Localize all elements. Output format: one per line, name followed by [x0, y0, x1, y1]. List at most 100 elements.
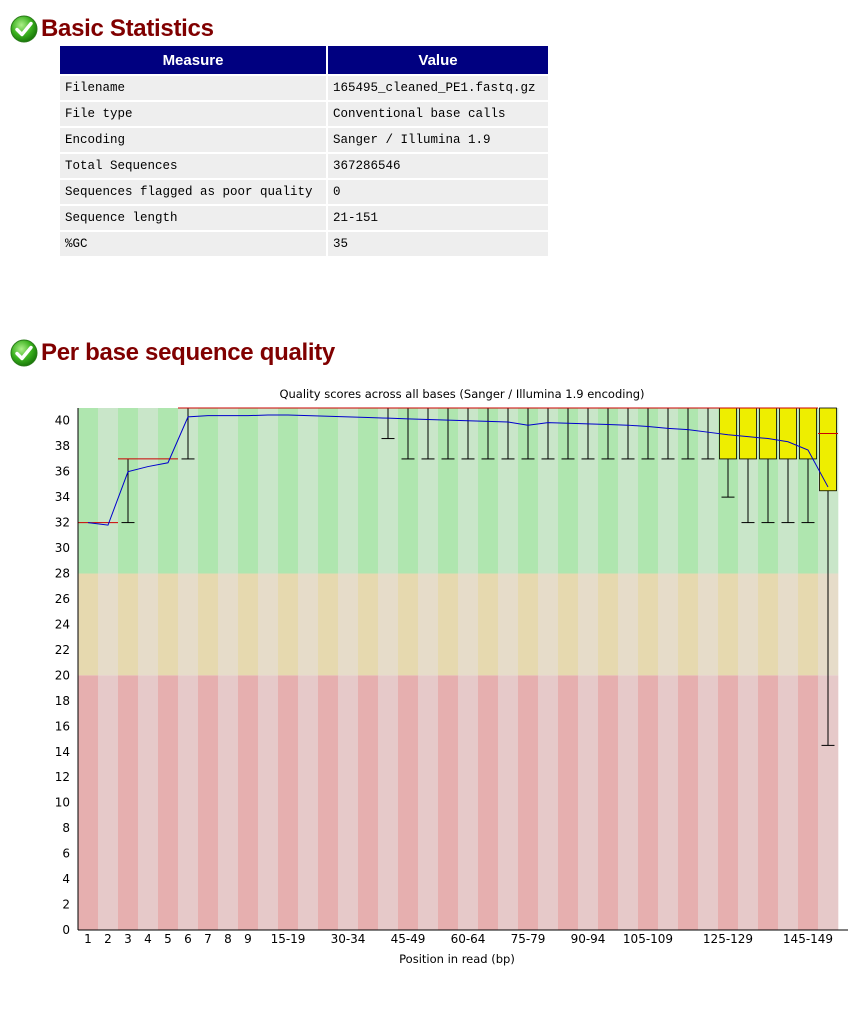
zone-poor-stripe [618, 675, 639, 930]
boxplot-110-114 [658, 407, 678, 460]
zone-poor-stripe [458, 675, 479, 930]
zone-reasonable-stripe [318, 573, 339, 676]
table-row: Encoding Sanger / Illumina 1.9 [60, 128, 548, 152]
table-row: %GC 35 [60, 232, 548, 256]
zone-poor-stripe [478, 675, 499, 930]
zone-reasonable-stripe [378, 573, 399, 676]
zone-poor-stripe [738, 675, 759, 930]
zone-reasonable-stripe [258, 573, 279, 676]
x-tick-label: 125-129 [703, 932, 753, 946]
zone-good-stripe [498, 408, 519, 574]
zone-poor-stripe [698, 675, 719, 930]
y-tick-label: 24 [55, 617, 70, 631]
measure-cell: Filename [60, 76, 326, 100]
zone-poor-stripe [798, 675, 819, 930]
boxplot-45-49 [398, 407, 418, 460]
x-tick-label: 60-64 [451, 932, 486, 946]
x-tick-label: 105-109 [623, 932, 673, 946]
boxplot-105-109 [638, 407, 658, 460]
zone-reasonable-stripe [418, 573, 439, 676]
zone-reasonable-stripe [798, 573, 819, 676]
zone-reasonable-stripe [498, 573, 519, 676]
zone-poor-stripe [578, 675, 599, 930]
zone-poor-stripe [118, 675, 139, 930]
measure-cell: Total Sequences [60, 154, 326, 178]
zone-reasonable-stripe [358, 573, 379, 676]
zone-good-stripe [198, 408, 219, 574]
y-tick-label: 12 [55, 770, 70, 784]
iqr-box [819, 407, 837, 492]
zone-poor-stripe [498, 675, 519, 930]
y-tick-label: 28 [55, 567, 70, 581]
y-tick-label: 22 [55, 643, 70, 657]
zone-poor-stripe [658, 675, 679, 930]
table-row: Filename 165495_cleaned_PE1.fastq.gz [60, 76, 548, 100]
boxplot-layer [78, 407, 838, 746]
x-axis-label: Position in read (bp) [399, 952, 515, 966]
value-cell: 21-151 [328, 206, 548, 230]
zone-good-stripe [678, 408, 699, 574]
zone-reasonable-stripe [558, 573, 579, 676]
zone-poor-stripe [98, 675, 119, 930]
zone-good-stripe [398, 408, 419, 574]
zone-reasonable-stripe [278, 573, 299, 676]
zone-reasonable-stripe [678, 573, 699, 676]
iqr-box [779, 407, 797, 460]
chart-title: Quality scores across all bases (Sanger … [279, 387, 644, 401]
boxplot-40-44 [378, 407, 398, 440]
boxplot-90-94 [578, 407, 598, 460]
zone-reasonable-stripe [458, 573, 479, 676]
y-tick-label: 10 [55, 796, 70, 810]
boxplot-150-151 [818, 407, 838, 746]
boxplot-80-84 [538, 407, 558, 460]
column-header-measure: Measure [60, 46, 326, 74]
zone-good-stripe [578, 408, 599, 574]
zone-good-stripe [518, 408, 539, 574]
zone-poor-stripe [198, 675, 219, 930]
zone-reasonable-stripe [778, 573, 799, 676]
iqr-box [719, 407, 737, 460]
pass-check-icon [10, 15, 38, 43]
zone-good-stripe [658, 408, 679, 574]
zone-poor-stripe [338, 675, 359, 930]
zone-poor-stripe [318, 675, 339, 930]
x-tick-label: 90-94 [571, 932, 606, 946]
y-tick-label: 32 [55, 516, 70, 530]
zone-poor-stripe [278, 675, 299, 930]
zone-poor-stripe [558, 675, 579, 930]
zone-poor-stripe [818, 675, 839, 930]
value-cell: 0 [328, 180, 548, 204]
zone-reasonable-stripe [78, 573, 99, 676]
x-tick-label: 8 [224, 932, 232, 946]
boxplot-65-69 [478, 407, 498, 460]
zone-reasonable-stripe [518, 573, 539, 676]
zone-reasonable-stripe [538, 573, 559, 676]
boxplot-95-99 [598, 407, 618, 460]
x-tick-label: 2 [104, 932, 112, 946]
zone-reasonable-stripe [718, 573, 739, 676]
y-tick-label: 0 [62, 923, 70, 937]
boxplot-50-54 [418, 407, 438, 460]
zone-reasonable-stripe [598, 573, 619, 676]
x-tick-label: 15-19 [271, 932, 306, 946]
zone-poor-stripe [378, 675, 399, 930]
x-tick-label: 1 [84, 932, 92, 946]
quality-zones [78, 408, 839, 930]
y-tick-label: 36 [55, 465, 70, 479]
y-tick-label: 16 [55, 719, 70, 733]
section-header-basic-statistics: Basic Statistics [10, 12, 214, 46]
pass-check-icon [10, 339, 38, 367]
value-cell: 165495_cleaned_PE1.fastq.gz [328, 76, 548, 100]
x-tick-label: 3 [124, 932, 132, 946]
zone-reasonable-stripe [178, 573, 199, 676]
x-tick-label: 75-79 [511, 932, 546, 946]
boxplot-60-64 [458, 407, 478, 460]
boxplot-115-119 [678, 407, 698, 460]
zone-poor-stripe [258, 675, 279, 930]
boxplot-85-89 [558, 407, 578, 460]
table-row: Sequence length 21-151 [60, 206, 548, 230]
value-cell: 35 [328, 232, 548, 256]
boxplot-70-74 [498, 407, 518, 460]
y-tick-label: 40 [55, 414, 70, 428]
zone-poor-stripe [518, 675, 539, 930]
